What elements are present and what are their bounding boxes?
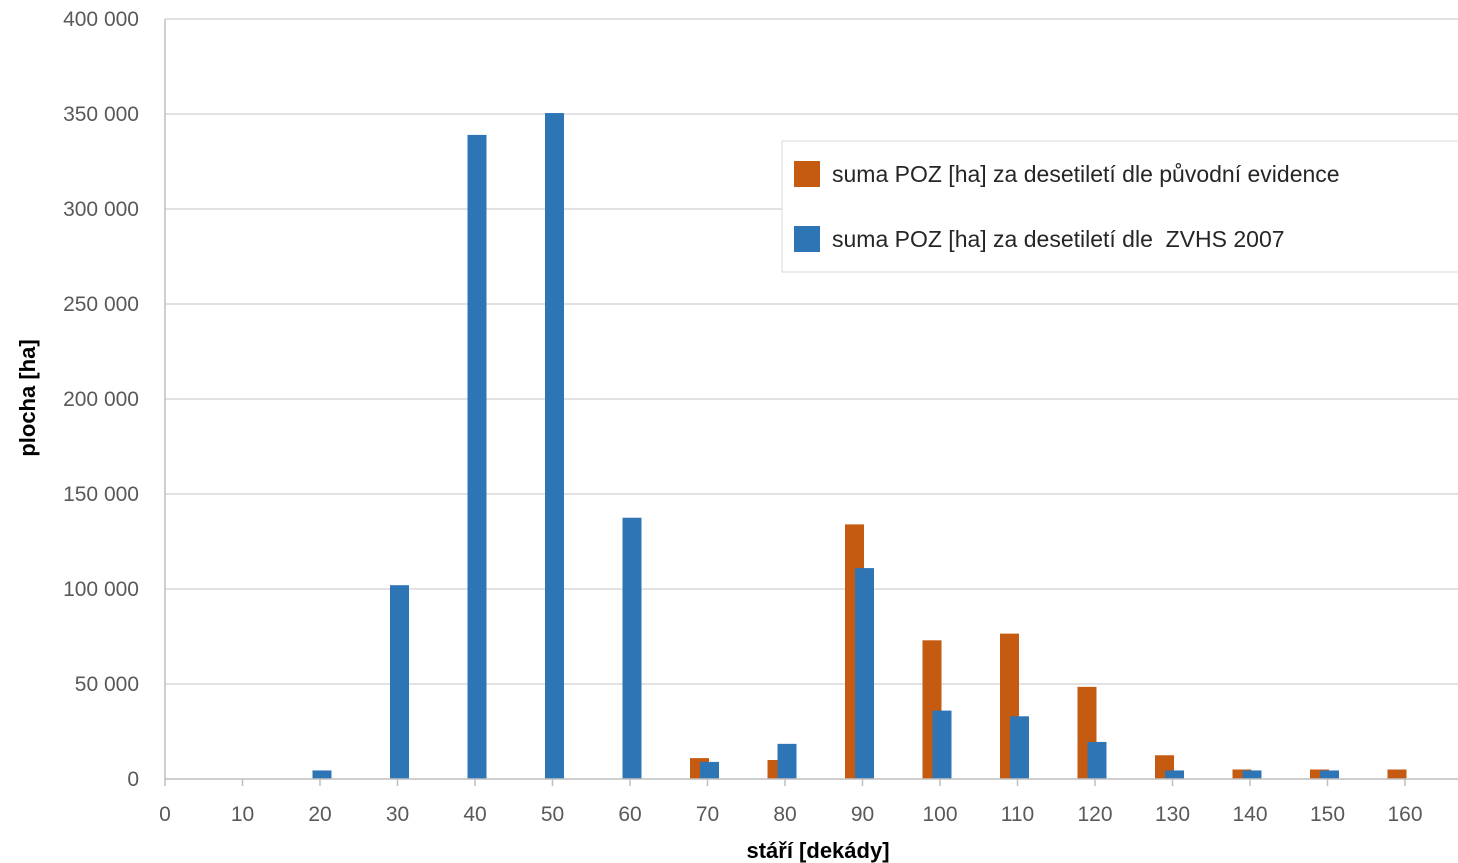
x-tick-label: 30 (386, 803, 409, 826)
y-tick-label: 50 000 (75, 673, 139, 696)
x-tick-label: 140 (1232, 803, 1267, 826)
x-axis-title: stáří [dekády] (746, 838, 889, 863)
x-tick-label: 100 (922, 803, 957, 826)
bar-zvhs (1320, 770, 1339, 779)
x-tick-label: 110 (1001, 803, 1034, 826)
x-tick-label: 80 (773, 803, 796, 826)
bar-zvhs (1087, 741, 1107, 779)
x-tick-label: 20 (308, 803, 331, 826)
x-tick-label: 90 (851, 803, 874, 826)
legend: suma POZ [ha] za desetiletí dle původní … (781, 140, 1458, 273)
bar-zvhs (777, 743, 797, 779)
axes (164, 19, 1458, 786)
legend-box (781, 140, 1458, 273)
bar-zvhs (700, 761, 719, 779)
bar-zvhs (390, 585, 409, 779)
bar-zvhs (1242, 770, 1262, 779)
bar-original (1310, 769, 1329, 779)
y-tick-label: 0 (127, 768, 139, 791)
y-tick-label: 200 000 (63, 388, 139, 411)
bar-zvhs (622, 517, 642, 779)
y-tick-labels: 0 50 000 100 000 150 000 200 000 250 000 300 0… (63, 8, 139, 791)
legend-swatch-original (794, 161, 820, 187)
x-tick-labels: 0 10 20 30 40 50 60 70 80 90 100 110 120 130 140 150 160 (159, 803, 1422, 826)
bar-zvhs (1165, 770, 1184, 779)
bar-zvhs (932, 710, 952, 779)
gridlines (165, 18, 1458, 685)
bars (312, 113, 1407, 780)
x-tick-label: 150 (1310, 803, 1345, 826)
bar-zvhs (1010, 716, 1029, 779)
bar-original (1232, 769, 1252, 779)
y-tick-label: 250 000 (63, 293, 139, 316)
x-tick-label: 50 (541, 803, 564, 826)
x-tick-label: 0 (159, 803, 171, 826)
bar-original (1387, 769, 1407, 779)
legend-label-zvhs: suma POZ [ha] za desetiletí dle ZVHS 200… (832, 226, 1285, 252)
bar-zvhs (467, 134, 487, 779)
legend-swatch-zvhs (794, 226, 820, 252)
y-tick-label: 300 000 (63, 198, 139, 221)
bar-zvhs (545, 113, 564, 780)
legend-label-original: suma POZ [ha] za desetiletí dle původní … (832, 161, 1340, 187)
x-tick-label: 130 (1155, 803, 1190, 826)
bar-zvhs (855, 568, 874, 779)
y-axis-title: plocha [ha] (15, 339, 40, 456)
x-tick-label: 60 (618, 803, 641, 826)
y-tick-label: 350 000 (63, 103, 139, 126)
x-tick-label: 70 (696, 803, 719, 826)
y-tick-label: 150 000 (63, 483, 139, 506)
x-tick-label: 40 (463, 803, 486, 826)
x-tick-label: 10 (231, 803, 254, 826)
x-tick-label: 160 (1387, 803, 1422, 826)
y-tick-label: 100 000 (63, 578, 139, 601)
bar-zvhs (312, 770, 332, 779)
x-tick-label: 120 (1077, 803, 1112, 826)
y-tick-label: 400 000 (63, 8, 139, 31)
